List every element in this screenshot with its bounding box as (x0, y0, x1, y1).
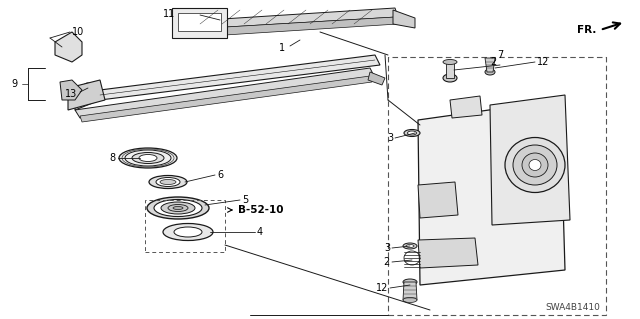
Ellipse shape (119, 148, 177, 168)
Bar (388, 57, 606, 315)
Text: 2: 2 (384, 257, 390, 267)
Text: 12: 12 (537, 57, 549, 67)
Ellipse shape (403, 298, 417, 302)
Polygon shape (485, 58, 495, 72)
Ellipse shape (404, 130, 420, 137)
Polygon shape (368, 72, 385, 85)
Polygon shape (68, 80, 105, 110)
Polygon shape (418, 100, 565, 285)
Bar (145, 200, 225, 252)
Ellipse shape (149, 175, 187, 189)
Ellipse shape (132, 152, 164, 164)
Polygon shape (403, 282, 417, 300)
Text: 4: 4 (257, 227, 263, 237)
Text: 5: 5 (242, 195, 248, 205)
Text: 12: 12 (376, 283, 388, 293)
Polygon shape (175, 8, 398, 30)
Ellipse shape (408, 131, 417, 135)
Text: 3: 3 (387, 133, 393, 143)
Text: 9: 9 (12, 79, 18, 89)
Ellipse shape (443, 60, 457, 64)
Polygon shape (450, 96, 482, 118)
Ellipse shape (163, 224, 213, 241)
Ellipse shape (161, 202, 195, 214)
Polygon shape (75, 55, 380, 110)
Ellipse shape (403, 279, 417, 285)
Polygon shape (418, 182, 458, 218)
Text: 3: 3 (384, 243, 390, 253)
Ellipse shape (168, 204, 188, 211)
Ellipse shape (529, 160, 541, 170)
Ellipse shape (86, 85, 90, 91)
Text: 10: 10 (72, 27, 84, 37)
Ellipse shape (403, 243, 417, 249)
Text: 6: 6 (217, 170, 223, 180)
Polygon shape (75, 68, 375, 118)
Text: B-52-10: B-52-10 (238, 205, 284, 215)
Ellipse shape (156, 177, 180, 187)
Ellipse shape (139, 154, 157, 161)
Ellipse shape (154, 199, 202, 217)
Polygon shape (80, 76, 372, 122)
Polygon shape (418, 238, 478, 268)
Polygon shape (446, 62, 454, 78)
Ellipse shape (125, 150, 171, 166)
Ellipse shape (160, 180, 176, 184)
Polygon shape (60, 80, 82, 100)
Ellipse shape (147, 197, 209, 219)
Bar (172, 8, 227, 38)
Text: 7: 7 (497, 50, 503, 60)
Ellipse shape (522, 153, 548, 177)
Text: 11: 11 (163, 9, 175, 19)
Text: FR.: FR. (577, 25, 596, 35)
Ellipse shape (513, 145, 557, 185)
Ellipse shape (443, 74, 457, 82)
Bar (178, 13, 221, 31)
Ellipse shape (174, 227, 202, 237)
Text: 2: 2 (490, 57, 496, 67)
Ellipse shape (485, 69, 495, 75)
Polygon shape (393, 10, 415, 28)
Ellipse shape (83, 83, 93, 93)
Polygon shape (175, 17, 398, 38)
Ellipse shape (173, 206, 183, 210)
Ellipse shape (505, 137, 565, 192)
Text: 13: 13 (65, 89, 77, 99)
Ellipse shape (406, 244, 414, 248)
Text: 8: 8 (109, 153, 115, 163)
Text: 1: 1 (279, 43, 285, 53)
Polygon shape (490, 95, 570, 225)
Text: SWA4B1410: SWA4B1410 (545, 303, 600, 313)
Polygon shape (55, 32, 82, 62)
